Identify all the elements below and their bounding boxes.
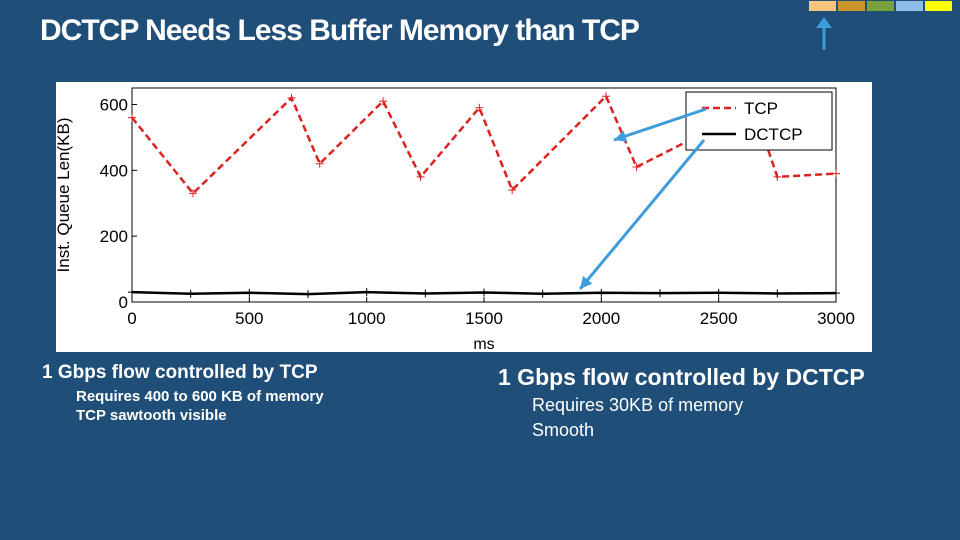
data-point-dctcp [656,289,664,298]
color-swatches [808,0,953,12]
tcp-bullet-item: TCP sawtooth visible [76,407,227,424]
y-tick-label: 0 [119,293,128,312]
dctcp-bullets: 1 Gbps flow controlled by DCTCP Requires… [498,364,865,441]
data-point-dctcp [245,288,254,297]
swatch [837,0,866,12]
tcp-bullet-heading: 1 Gbps flow controlled by TCP [42,362,318,383]
data-point-dctcp [421,289,430,298]
dctcp-bullet-heading: 1 Gbps flow controlled by DCTCP [498,364,865,390]
y-tick-label: 600 [100,95,128,114]
x-axis-label: ms [473,336,494,352]
dctcp-bullet-item: Smooth [532,420,595,440]
legend-label-dctcp: DCTCP [744,125,803,144]
up-arrow-icon [816,17,832,50]
data-point-dctcp [773,289,782,298]
data-point-tcp [832,169,840,178]
x-tick-label: 500 [235,309,263,328]
data-point-dctcp [186,289,195,298]
data-point-dctcp [128,288,136,297]
tcp-bullets: 1 Gbps flow controlled by TCP Requires 4… [42,362,324,424]
y-tick-label: 400 [100,161,128,180]
x-tick-label: 0 [127,309,136,328]
y-axis-label: Inst. Queue Len(KB) [56,118,73,273]
chart-panel: 0 500 1000 1500 2000 2500 3000 0 200 400 600 TCP DC… [56,82,872,352]
x-tick-label: 3000 [817,309,855,328]
swatch [866,0,895,12]
data-point-tcp [287,93,296,102]
data-point-dctcp [304,290,312,299]
data-point-tcp [773,172,782,181]
tcp-bullet-item: Requires 400 to 600 KB of memory [76,388,324,405]
queue-length-chart: 0 500 1000 1500 2000 2500 3000 0 200 400 600 TCP DC… [56,87,855,352]
swatch [895,0,924,12]
data-point-tcp [508,186,517,195]
swatch [924,0,953,12]
data-point-dctcp [597,288,606,297]
data-point-tcp [416,172,425,181]
x-tick-label: 2000 [582,309,620,328]
data-point-dctcp [832,289,840,298]
data-point-tcp [379,97,388,106]
legend-label-tcp: TCP [744,99,778,118]
legend-box [685,91,833,151]
x-tick-label: 2500 [700,309,738,328]
y-tick-label: 200 [100,227,128,246]
dctcp-bullet-item: Requires 30KB of memory [532,395,744,415]
swatch [808,0,837,12]
x-tick-label: 1500 [465,309,503,328]
chart-legend: TCP DCTCP [685,91,833,151]
data-point-tcp [189,189,198,198]
data-point-dctcp [538,289,547,298]
x-tick-label: 1000 [348,309,386,328]
data-point-dctcp [714,288,723,297]
data-point-tcp [475,103,484,112]
slide-title: DCTCP Needs Less Buffer Memory than TCP [40,14,640,47]
data-point-tcp [602,92,611,101]
data-point-dctcp [362,288,371,297]
data-point-tcp [128,113,136,122]
data-point-tcp [315,159,324,168]
data-point-dctcp [480,288,488,297]
